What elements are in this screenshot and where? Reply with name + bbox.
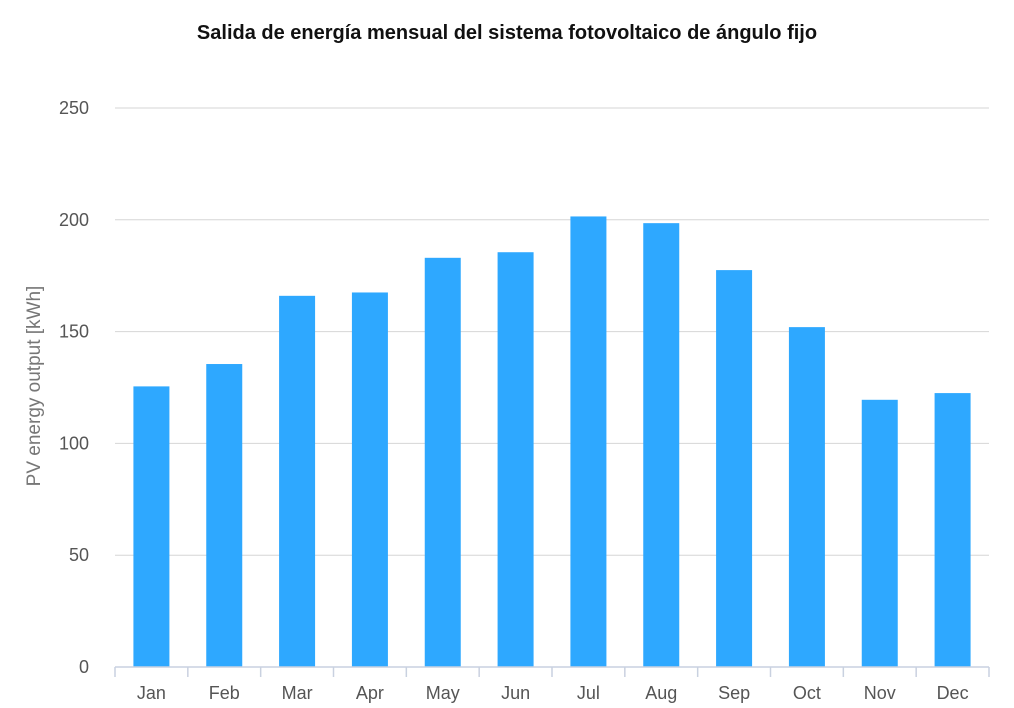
bars [133, 216, 971, 668]
x-tick-label: Jan [137, 683, 166, 703]
y-axis: 0 50 100 150 200 250 [59, 98, 89, 677]
x-axis: Jan Feb Mar Apr May Jun Jul Aug Sep Oct Nov Dec [114, 666, 990, 703]
x-tick-label: Oct [793, 683, 821, 703]
bar-jun [497, 252, 534, 668]
y-tick-label: 200 [59, 210, 89, 230]
x-tick-label: Nov [864, 683, 896, 703]
y-tick-label: 0 [79, 657, 89, 677]
bar-sep [716, 270, 753, 667]
y-tick-label: 100 [59, 433, 89, 453]
bar-feb [206, 364, 243, 667]
y-tick-label: 50 [69, 545, 89, 565]
bar-mar [279, 295, 316, 667]
x-tick-label: May [426, 683, 460, 703]
bar-jan [133, 386, 170, 667]
chart-title: Salida de energía mensual del sistema fo… [196, 22, 818, 44]
y-tick-label: 150 [59, 322, 89, 342]
bar-nov [861, 399, 898, 667]
bar-jul [570, 216, 607, 668]
x-tick-label: Apr [356, 683, 384, 703]
bar-oct [788, 327, 825, 667]
x-tick-label: Aug [645, 683, 677, 703]
bar-may [424, 257, 461, 667]
x-tick-label: Dec [937, 683, 969, 703]
y-tick-label: 250 [59, 98, 89, 118]
bar-apr [351, 292, 388, 667]
x-tick-label: Feb [209, 683, 240, 703]
bar-aug [643, 223, 680, 668]
x-tick-label: Jun [501, 683, 530, 703]
bar-dec [934, 393, 971, 667]
x-tick-label: Jul [577, 683, 600, 703]
x-tick-label: Mar [282, 683, 313, 703]
x-tick-label: Sep [718, 683, 750, 703]
y-axis-title: PV energy output [kWh] [24, 286, 45, 487]
gridlines [115, 107, 989, 556]
